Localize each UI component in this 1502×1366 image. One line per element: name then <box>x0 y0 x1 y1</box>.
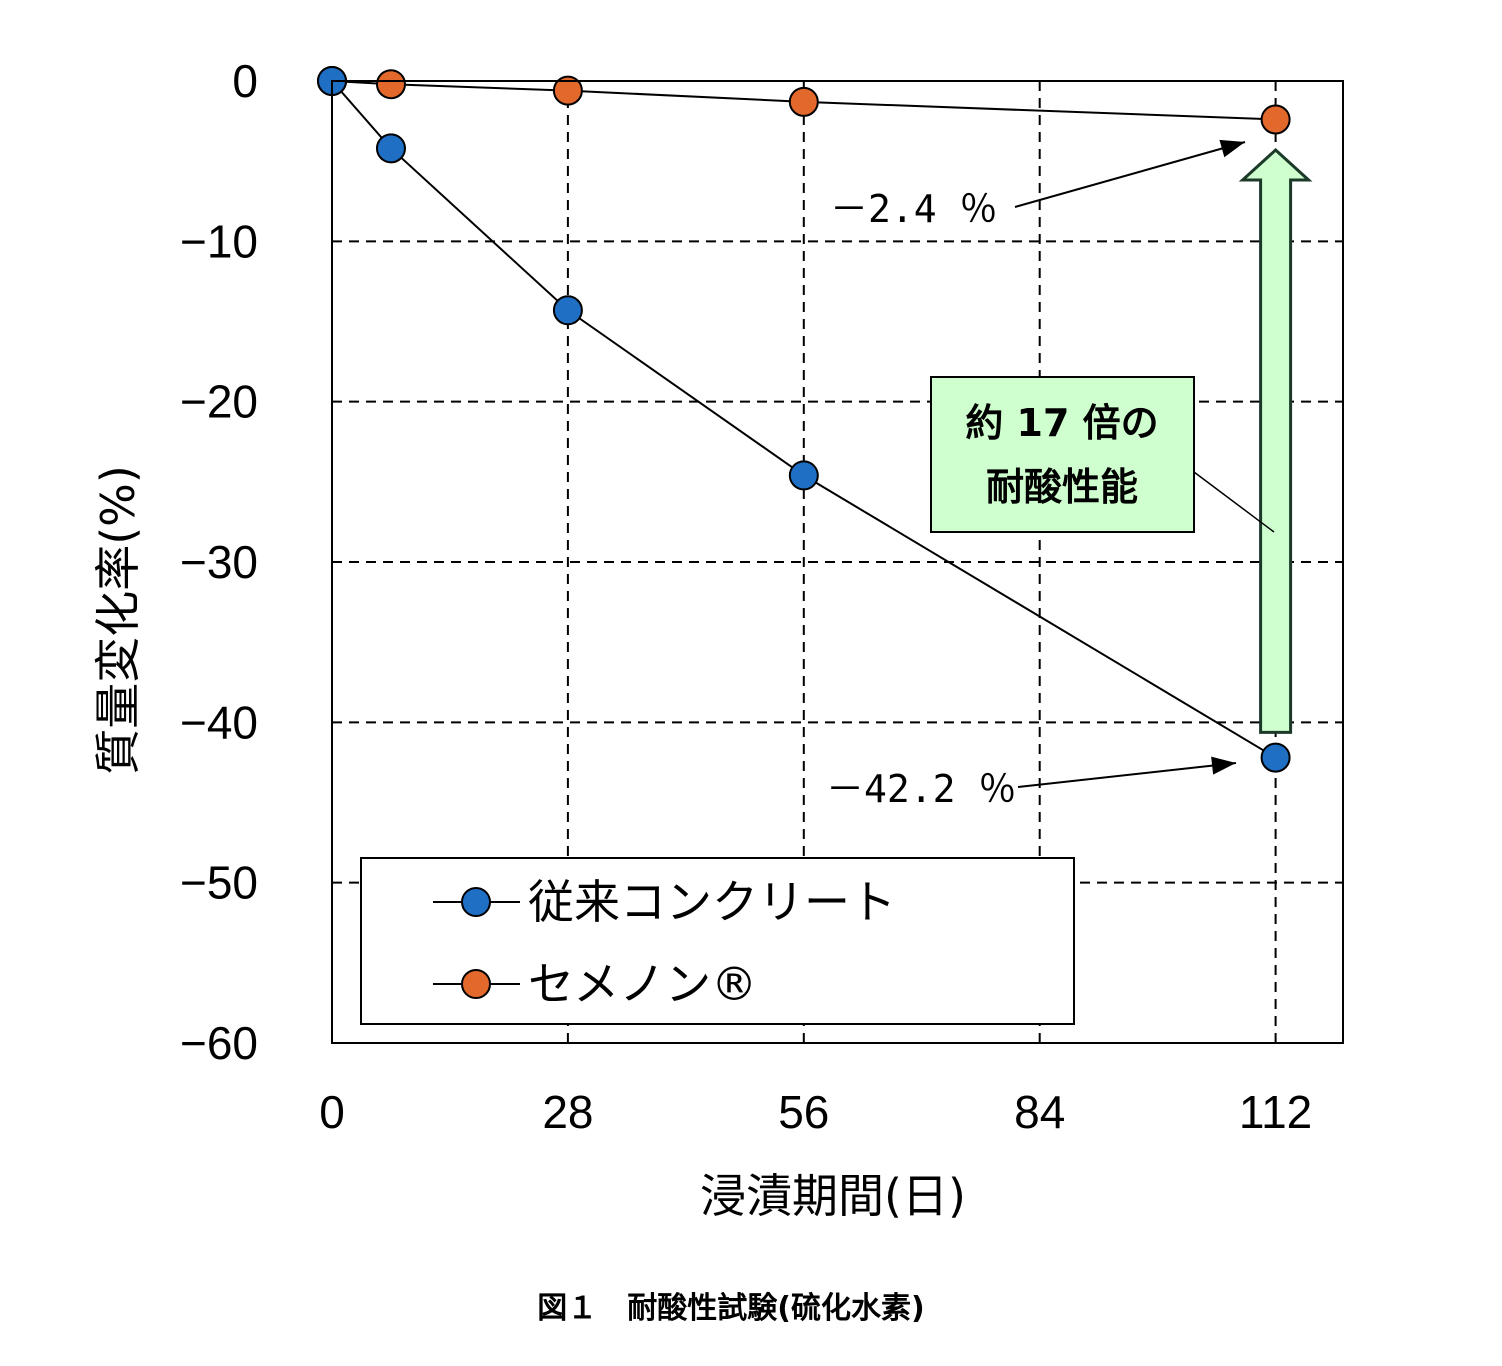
data-point-series-1 <box>375 69 406 100</box>
y-tick-label: 0 <box>232 55 258 107</box>
y-tick-label: −40 <box>180 696 258 748</box>
annotation-arrowhead-conventional <box>1211 756 1236 775</box>
annotation-cemenon: －2.4 ％ <box>830 187 998 231</box>
annotation-arrowhead-cemenon <box>1219 139 1245 158</box>
legend-marker-0 <box>461 887 491 917</box>
x-tick-labels: 0 28 56 84 112 <box>319 1086 1312 1138</box>
legend-label-0: 従来コンクリート <box>528 875 896 929</box>
x-tick-label: 56 <box>778 1086 829 1138</box>
data-point-series-1 <box>552 75 583 106</box>
annotation-conventional: －42.2 ％ <box>826 767 1016 811</box>
data-point-series-1 <box>1260 104 1291 135</box>
improvement-arrow <box>1238 147 1313 734</box>
y-tick-label: −60 <box>180 1017 258 1069</box>
figure-caption: 図１ 耐酸性試験(硫化水素) <box>537 1291 924 1326</box>
callout-box <box>930 376 1195 533</box>
y-tick-labels: 0 −10 −20 −30 −40 −50 −60 <box>180 55 258 1069</box>
callout-line1: 約 17 倍の <box>965 401 1158 445</box>
x-tick-label: 112 <box>1239 1086 1312 1138</box>
data-point-series-0 <box>552 295 583 326</box>
x-tick-label: 28 <box>542 1086 593 1138</box>
x-axis-title: 浸漬期間(日) <box>700 1169 966 1223</box>
y-tick-label: −50 <box>180 857 258 909</box>
annotation-arrow-cemenon <box>1014 141 1246 208</box>
x-tick-label: 0 <box>319 1086 345 1138</box>
y-tick-label: −20 <box>180 376 258 428</box>
data-point-series-1 <box>788 86 819 117</box>
y-tick-label: −30 <box>180 536 258 588</box>
data-point-series-0 <box>375 133 406 164</box>
callout-line2: 耐酸性能 <box>986 465 1138 509</box>
legend-label-1: セメノン® <box>528 957 757 1011</box>
callout-leader-line <box>1193 471 1275 533</box>
legend-marker-1 <box>461 969 491 999</box>
plot-frame <box>331 80 1344 1044</box>
y-tick-label: −10 <box>180 215 258 267</box>
data-point-series-0 <box>1260 742 1291 773</box>
y-axis-title: 質量変化率(%) <box>91 465 145 775</box>
data-point-series-0 <box>788 460 819 491</box>
x-tick-label: 84 <box>1014 1086 1065 1138</box>
annotation-arrow-conventional <box>1017 762 1237 788</box>
